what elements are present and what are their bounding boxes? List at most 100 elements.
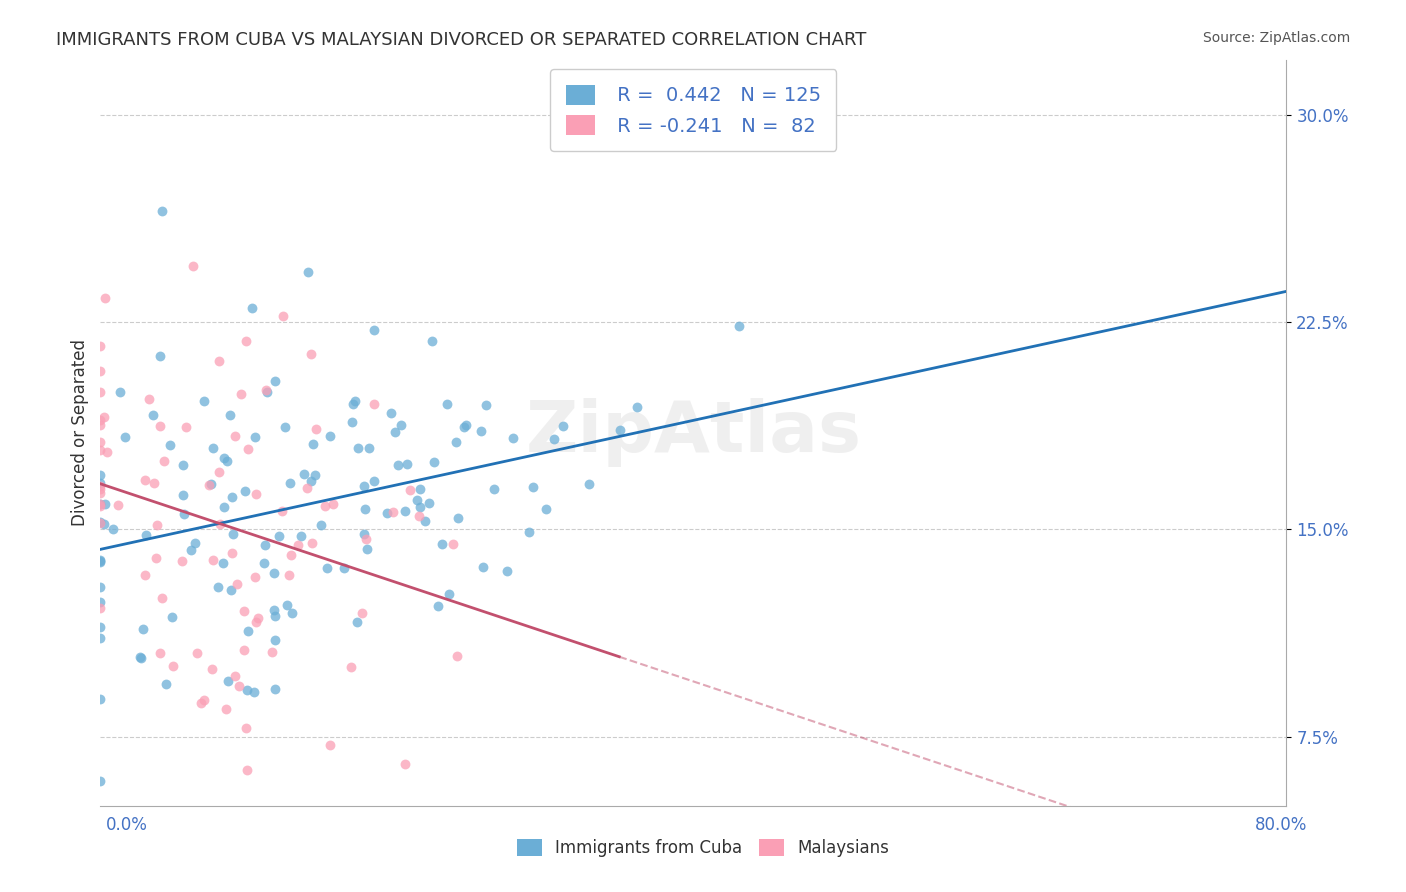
Point [453, 419, 475, 434]
Point [94, 291, 117, 305]
Point [578, 477, 600, 491]
Point [409, 482, 432, 496]
Point [149, 349, 172, 363]
Point [446, 649, 468, 664]
Point [278, 475, 301, 490]
Point [138, 392, 160, 406]
Point [236, 624, 259, 639]
Point [626, 400, 648, 414]
Point [108, 384, 131, 399]
Text: IMMIGRANTS FROM CUBA VS MALAYSIAN DIVORCED OR SEPARATED CORRELATION CHART: IMMIGRANTS FROM CUBA VS MALAYSIAN DIVORC… [56, 31, 866, 49]
Point [128, 650, 150, 665]
Point [142, 409, 165, 423]
Point [221, 491, 243, 505]
Point [267, 529, 290, 543]
Point [212, 450, 235, 465]
Point [280, 548, 302, 562]
Point [229, 386, 252, 401]
Point [281, 607, 304, 621]
Point [89, 595, 111, 609]
Point [217, 454, 239, 468]
Point [224, 429, 246, 443]
Point [89, 499, 111, 513]
Point [297, 265, 319, 279]
Point [253, 556, 276, 570]
Point [263, 681, 285, 696]
Legend:  R =  0.442   N = 125,  R = -0.241   N =  82: R = 0.442 N = 125, R = -0.241 N = 82 [550, 70, 837, 152]
Point [134, 473, 156, 487]
Point [276, 598, 298, 612]
Point [224, 669, 246, 683]
Point [482, 482, 505, 496]
Point [89, 476, 111, 491]
Point [363, 396, 385, 410]
Point [235, 763, 257, 777]
Point [89, 479, 111, 493]
Point [347, 441, 370, 455]
Point [363, 323, 385, 337]
Point [155, 677, 177, 691]
Point [271, 504, 294, 518]
Point [89, 692, 111, 706]
Point [233, 483, 256, 498]
Point [208, 353, 231, 368]
Point [408, 500, 430, 514]
Point [420, 334, 443, 349]
Point [413, 514, 436, 528]
Point [245, 615, 267, 630]
Point [134, 568, 156, 582]
Point [346, 615, 368, 630]
Point [263, 374, 285, 388]
Point [264, 632, 287, 647]
Point [96, 445, 118, 459]
Point [356, 532, 378, 546]
Point [162, 659, 184, 673]
Point [183, 260, 205, 274]
Point [172, 488, 194, 502]
Point [93, 517, 115, 532]
Point [609, 423, 631, 437]
Point [319, 738, 342, 752]
Point [389, 417, 412, 432]
Point [233, 642, 256, 657]
Point [89, 442, 111, 457]
Point [263, 566, 285, 580]
Point [183, 536, 205, 550]
Point [274, 419, 297, 434]
Point [89, 552, 111, 566]
Point [89, 773, 111, 788]
Point [162, 610, 184, 624]
Point [219, 582, 242, 597]
Point [437, 587, 460, 601]
Point [93, 497, 115, 511]
Point [89, 364, 111, 378]
Point [384, 425, 406, 440]
Point [235, 722, 257, 736]
Point [253, 538, 276, 552]
Point [311, 517, 333, 532]
Point [172, 458, 194, 472]
Point [344, 394, 367, 409]
Point [208, 465, 231, 479]
Point [375, 506, 398, 520]
Point [447, 511, 470, 525]
Point [222, 526, 245, 541]
Point [522, 479, 544, 493]
Point [89, 497, 111, 511]
Point [89, 435, 111, 450]
Point [517, 525, 540, 540]
Point [430, 537, 453, 551]
Point [89, 516, 111, 530]
Point [89, 632, 111, 646]
Point [363, 474, 385, 488]
Point [398, 483, 420, 497]
Point [240, 301, 263, 316]
Point [454, 418, 477, 433]
Point [353, 527, 375, 541]
Point [202, 441, 225, 455]
Point [218, 408, 240, 422]
Point [254, 383, 277, 397]
Point [143, 476, 166, 491]
Point [131, 650, 153, 665]
Point [260, 645, 283, 659]
